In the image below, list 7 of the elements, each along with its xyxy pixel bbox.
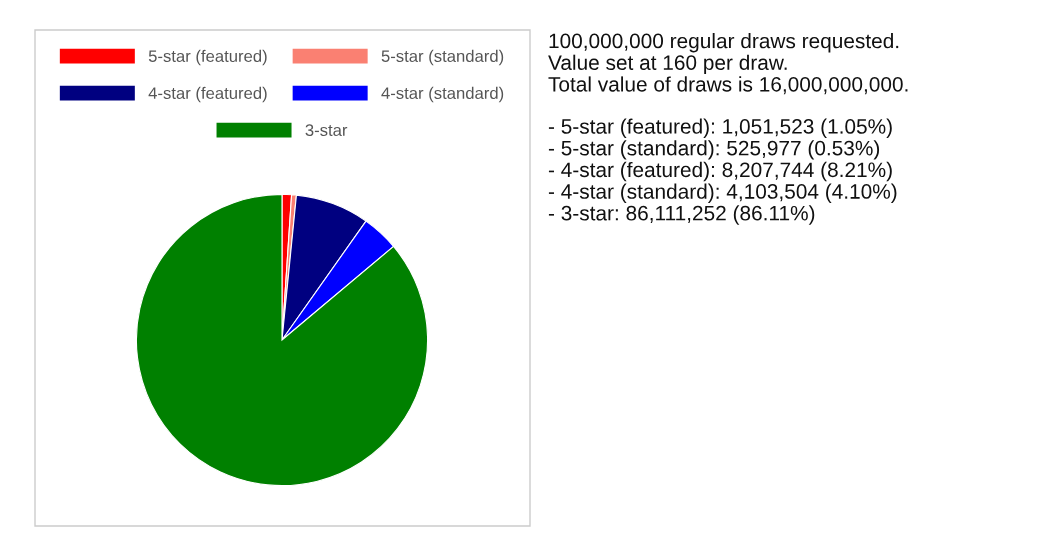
legend-label: 3-star: [305, 124, 348, 137]
legend-label: 5-star (standard): [381, 49, 504, 66]
legend-label: 5-star (featured): [148, 49, 267, 66]
legend-label: 4-star (featured): [148, 86, 267, 103]
legend-label: 4-star (standard): [381, 86, 504, 103]
text: 100,000,000 regular draws requested. Value set at 160 per draw. Total value of draws is 16,000,000,000.: [548, 33, 908, 95]
text: - 5-star (featured): 1,051,523 (1.05%) - 5-star (standard): 525,977 (0.53%) - 4-star (featured): 8,207,744 (8.21%) - 4-star (standard): 4,103,504 (4.10%) - 3-star: 86,111,252 (86.11%): [548, 118, 897, 225]
